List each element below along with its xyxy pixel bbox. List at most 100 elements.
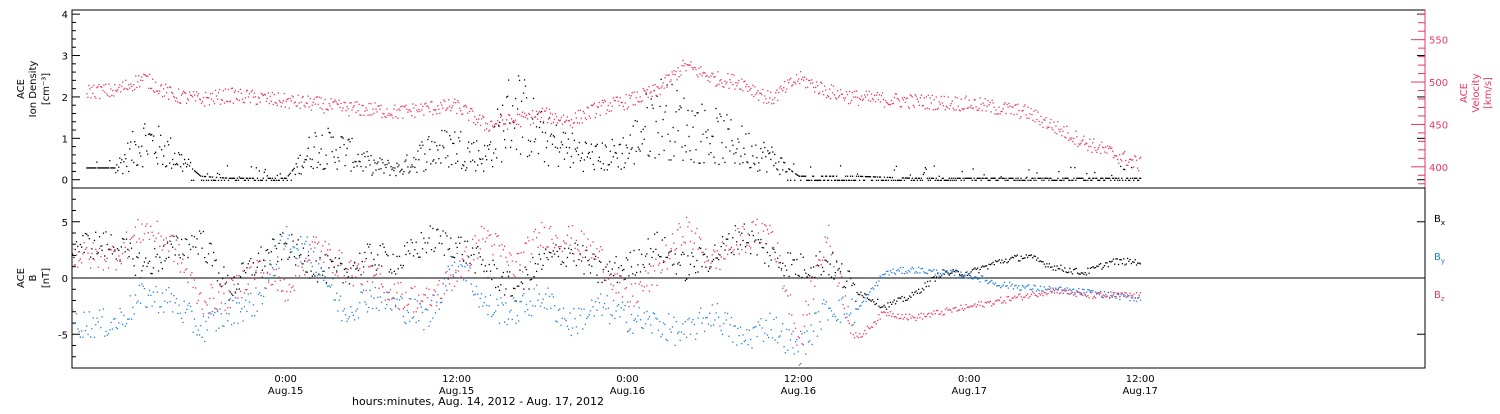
velocity-point xyxy=(558,120,561,122)
density-point xyxy=(1040,177,1042,179)
density-point xyxy=(1007,179,1009,182)
density-point xyxy=(710,151,712,154)
velocity-point xyxy=(729,78,731,81)
velocity-point xyxy=(191,96,194,98)
bz-point xyxy=(264,259,266,262)
by-point xyxy=(156,291,158,293)
bz-point xyxy=(580,230,583,232)
bz-point xyxy=(111,245,114,247)
density-point xyxy=(628,152,630,154)
bz-point xyxy=(732,251,734,253)
density-point xyxy=(1088,177,1090,179)
bz-point xyxy=(1052,287,1054,289)
bx-point xyxy=(396,255,398,258)
density-point xyxy=(93,167,95,169)
density-point xyxy=(297,157,299,159)
bx-point xyxy=(1105,262,1107,264)
density-point xyxy=(841,179,844,182)
velocity-point xyxy=(234,90,237,92)
bz-point xyxy=(128,249,130,252)
density-point xyxy=(417,150,419,152)
bz-point xyxy=(750,247,752,249)
by-point xyxy=(612,299,615,302)
velocity-point xyxy=(187,99,190,101)
density-point xyxy=(157,163,159,165)
bx-point xyxy=(807,273,810,276)
velocity-point xyxy=(664,77,666,79)
bx-point xyxy=(689,263,692,265)
bz-point xyxy=(218,291,220,293)
density-point xyxy=(1025,177,1027,179)
density-point xyxy=(301,165,303,167)
density-point xyxy=(686,124,688,126)
by-point xyxy=(453,261,456,263)
velocity-point xyxy=(691,66,693,69)
density-point xyxy=(756,156,758,159)
bz-point xyxy=(675,247,678,250)
velocity-point xyxy=(803,79,805,81)
density-point xyxy=(1009,177,1011,179)
bx-point xyxy=(844,286,847,289)
velocity-point xyxy=(599,114,601,116)
velocity-point xyxy=(206,97,209,99)
by-point xyxy=(1115,297,1117,299)
bx-point xyxy=(1034,255,1036,258)
density-point xyxy=(849,175,852,177)
density-point xyxy=(691,110,693,112)
bz-point xyxy=(952,307,954,309)
bz-point xyxy=(756,218,758,221)
density-point xyxy=(533,141,536,143)
density-point xyxy=(186,163,189,166)
velocity-point xyxy=(1034,121,1036,123)
velocity-point xyxy=(745,85,747,88)
by-point xyxy=(809,340,811,342)
bx-point xyxy=(180,238,183,241)
density-point xyxy=(116,164,118,166)
by-point xyxy=(711,304,713,306)
bz-point xyxy=(1134,297,1136,299)
by-point xyxy=(1071,288,1074,291)
bz-point xyxy=(310,248,312,250)
density-point xyxy=(703,161,705,164)
density-point xyxy=(493,125,496,128)
by-point xyxy=(1025,285,1027,288)
density-point xyxy=(790,179,792,182)
density-point xyxy=(814,179,816,182)
velocity-point xyxy=(246,89,249,91)
velocity-point xyxy=(847,102,850,105)
density-point xyxy=(950,177,952,179)
bx-point xyxy=(1112,258,1115,260)
bz-point xyxy=(1065,290,1067,292)
by-point xyxy=(874,284,876,287)
velocity-point xyxy=(648,86,650,88)
density-point xyxy=(296,166,298,168)
velocity-point xyxy=(315,96,317,98)
bx-point xyxy=(883,304,885,307)
bz-point xyxy=(728,249,730,251)
velocity-point xyxy=(1032,119,1034,121)
by-point xyxy=(221,325,224,327)
by-point xyxy=(412,316,415,318)
by-point xyxy=(1028,284,1030,286)
bx-point xyxy=(766,251,769,254)
bz-point xyxy=(924,316,926,318)
density-point xyxy=(180,154,183,156)
bx-point xyxy=(748,234,751,236)
by-point xyxy=(552,296,554,298)
by-point xyxy=(660,336,662,338)
bz-point xyxy=(1002,301,1004,303)
bz-point xyxy=(639,281,642,283)
velocity-point xyxy=(623,109,625,111)
velocity-point xyxy=(521,111,524,113)
velocity-point xyxy=(702,72,704,74)
density-point xyxy=(332,136,334,138)
by-point xyxy=(88,311,90,313)
velocity-point xyxy=(610,110,612,112)
bz-point xyxy=(792,330,794,333)
velocity-point xyxy=(683,65,685,67)
bx-point xyxy=(1064,267,1066,269)
velocity-point xyxy=(458,101,460,104)
by-point xyxy=(269,259,271,262)
by-point xyxy=(933,268,935,271)
density-point xyxy=(843,179,846,182)
